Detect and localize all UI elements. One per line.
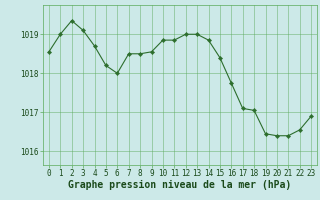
X-axis label: Graphe pression niveau de la mer (hPa): Graphe pression niveau de la mer (hPa)	[68, 180, 292, 190]
